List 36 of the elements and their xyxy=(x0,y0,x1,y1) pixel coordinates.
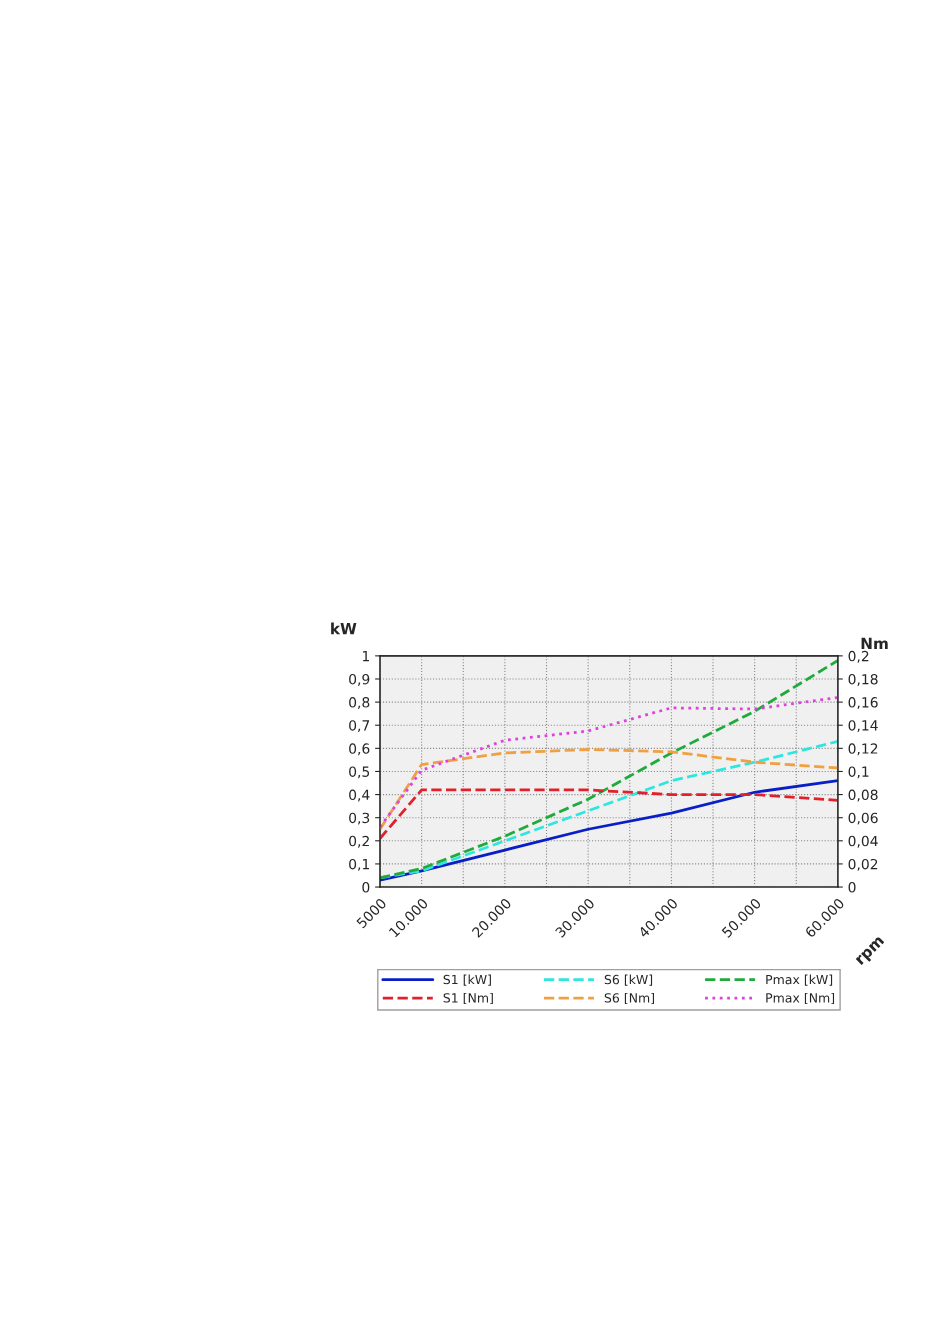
line-series xyxy=(380,659,838,880)
legend-label: S1 [Nm] xyxy=(443,992,493,1005)
y2-tick-label: 0,1 xyxy=(848,766,869,779)
y2-tick-label: 0,02 xyxy=(848,858,878,871)
y-tick-label: 0,7 xyxy=(349,720,370,733)
legend-label: Pmax [Nm] xyxy=(766,992,835,1005)
legend-label: S6 [Nm] xyxy=(604,992,654,1005)
legend-label: Pmax [kW] xyxy=(766,974,833,986)
y-tick-label: 0,2 xyxy=(349,835,369,848)
y-tick-label: 0,3 xyxy=(349,812,370,825)
y2-tick-label: 0,2 xyxy=(848,650,869,663)
y2-tick-label: 0,16 xyxy=(848,697,878,709)
y2-axis-title: Nm xyxy=(861,637,888,649)
y2-tick-label: 0,18 xyxy=(848,673,878,686)
y-tick-label: 0,5 xyxy=(349,766,370,779)
y2-tick-label: 0 xyxy=(848,882,856,893)
y2-tick-label: 0,12 xyxy=(848,743,878,756)
y2-tick-label: 0,04 xyxy=(848,835,878,848)
y2-tick-label: 0,08 xyxy=(848,789,878,802)
y-tick-label: 0,6 xyxy=(349,743,370,756)
y-tick-label: 0 xyxy=(362,882,370,893)
line-series xyxy=(380,740,838,880)
y-tick-label: 0,4 xyxy=(349,789,370,802)
line-series xyxy=(380,788,838,840)
y-tick-label: 1 xyxy=(362,651,369,662)
legend-label: S6 [kW] xyxy=(604,974,653,986)
y-tick-label: 0,1 xyxy=(349,858,369,871)
legend-label: S1 [kW] xyxy=(443,974,491,986)
line-series xyxy=(380,696,838,829)
y2-tick-label: 0,06 xyxy=(848,812,878,825)
line-series xyxy=(380,748,838,831)
y-tick-label: 0,9 xyxy=(349,673,370,686)
y2-tick-label: 0,14 xyxy=(848,720,878,733)
y-axis-title: kW xyxy=(331,622,357,635)
line-series xyxy=(380,779,838,882)
y-tick-label: 0,8 xyxy=(349,697,370,709)
